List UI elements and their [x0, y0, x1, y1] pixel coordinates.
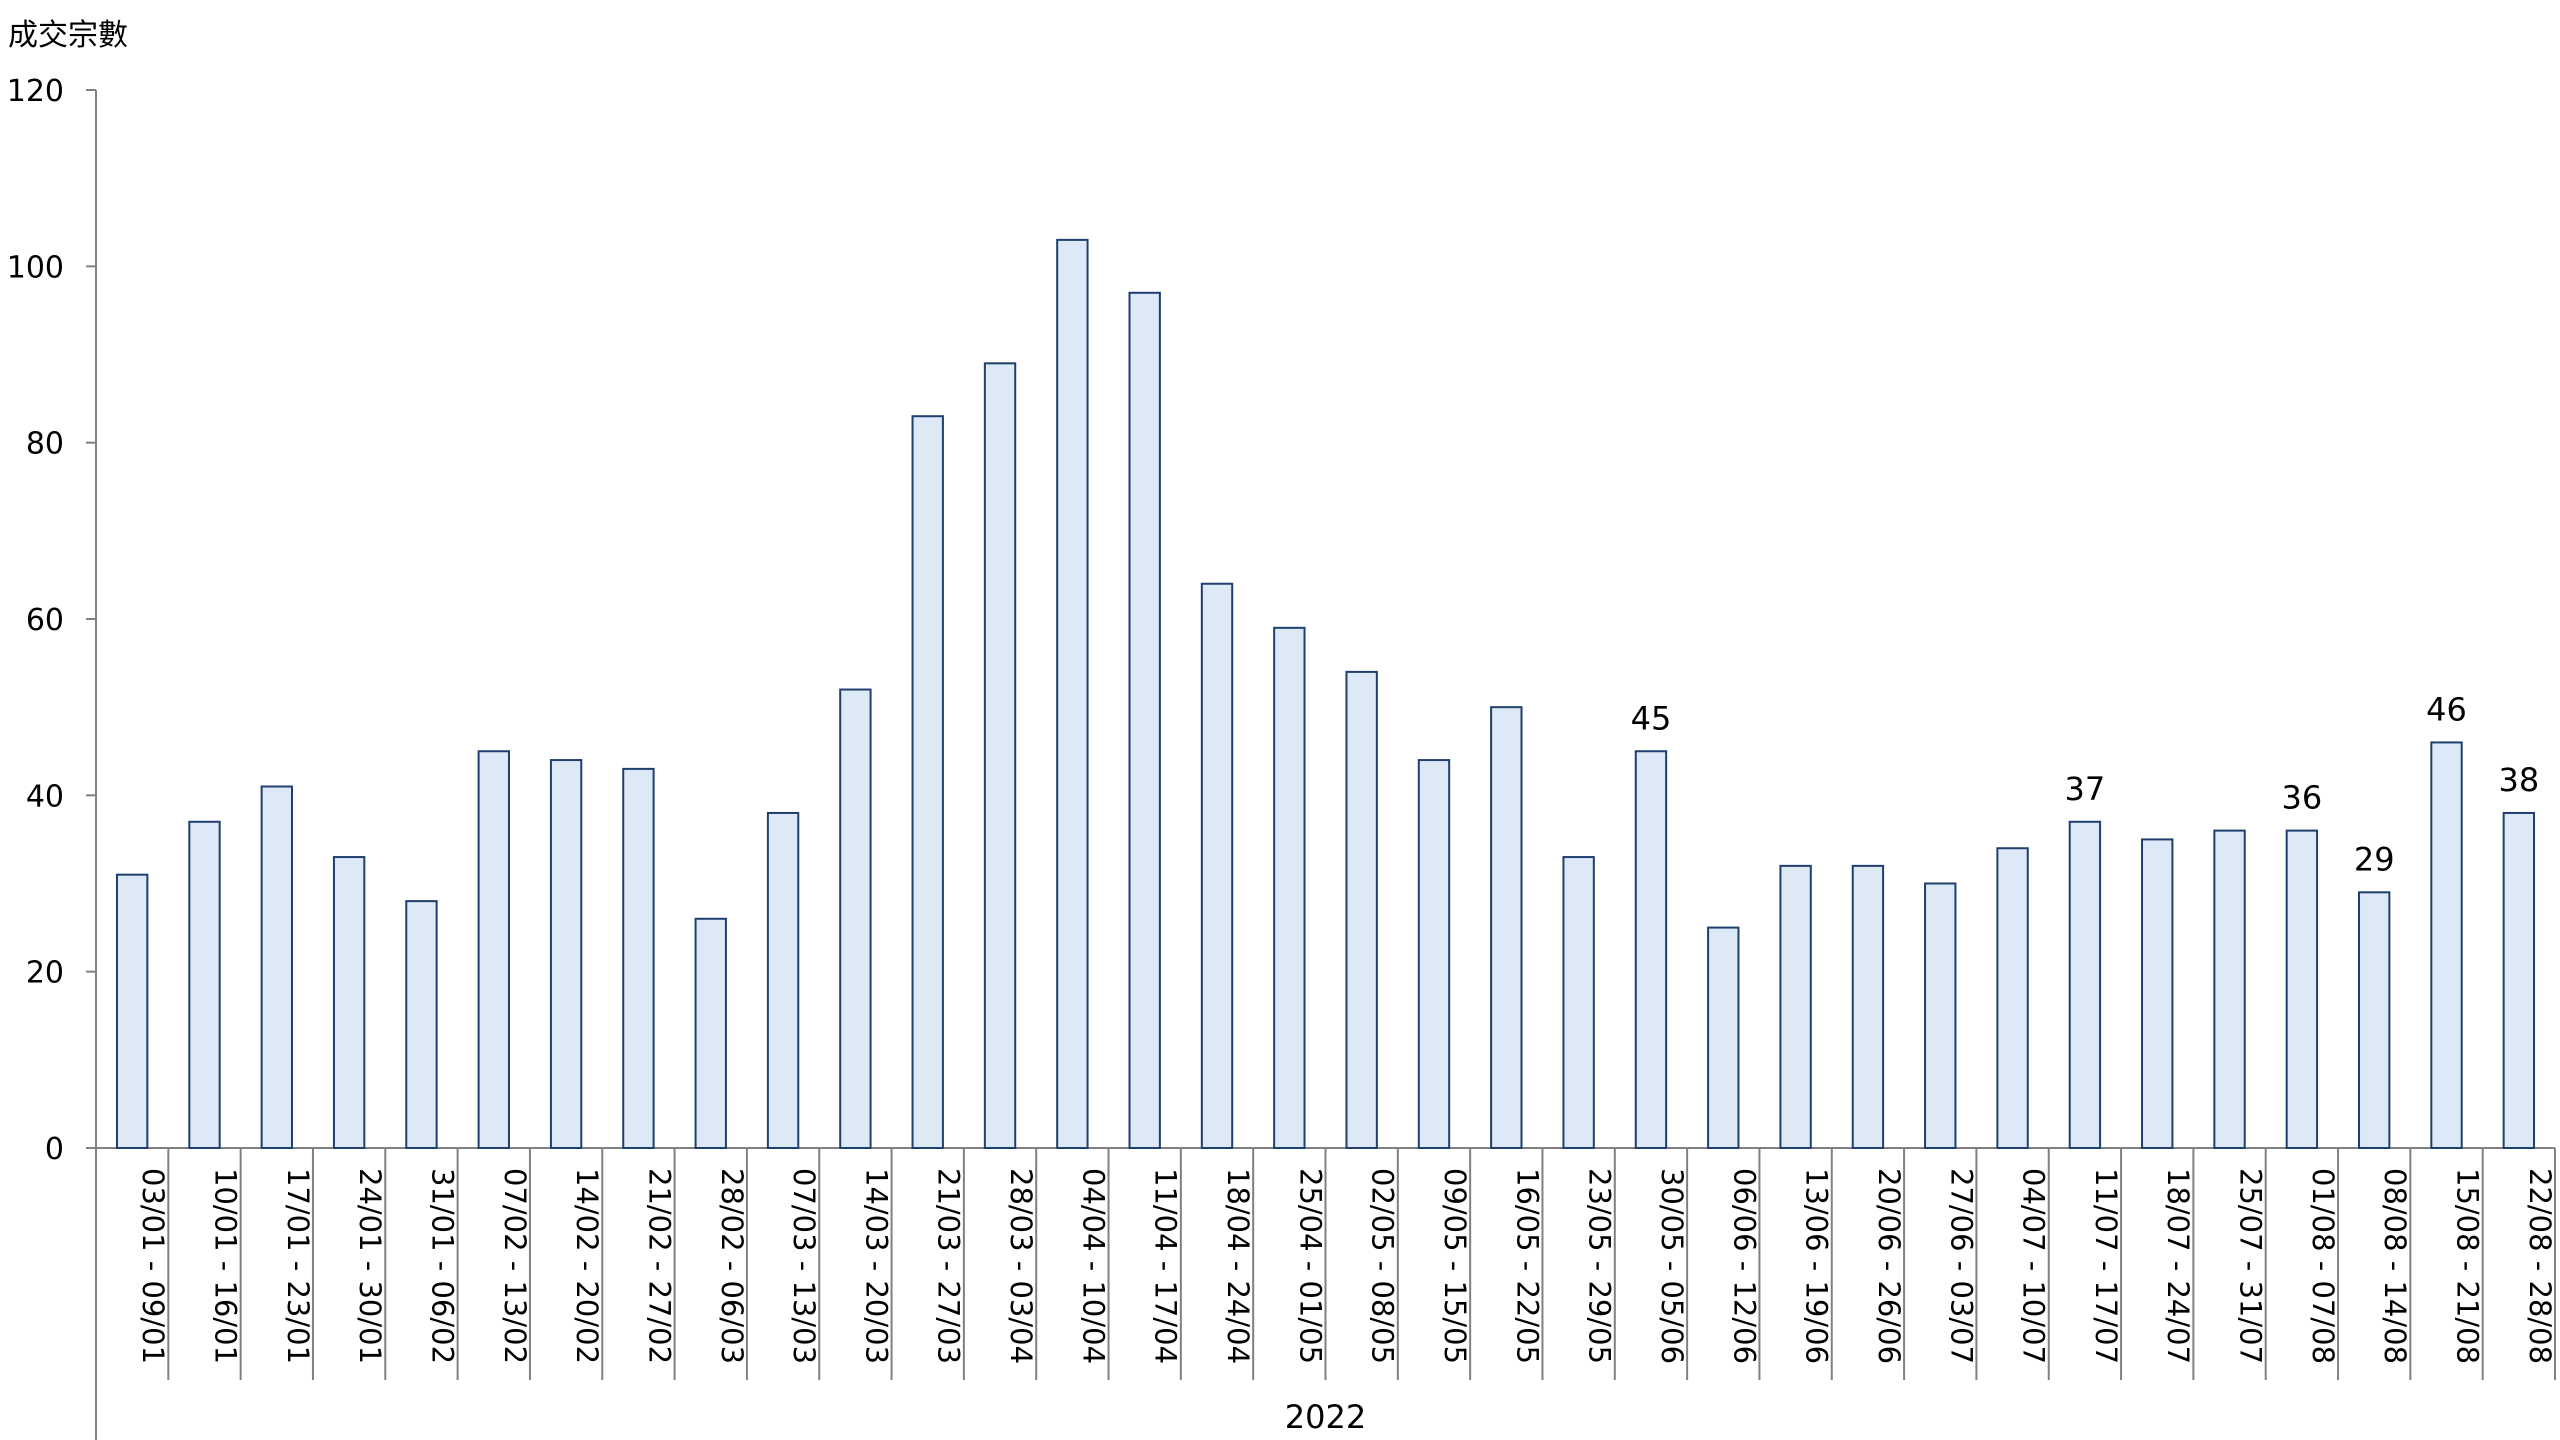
y-axis-title: 成交宗數	[8, 18, 128, 53]
x-tick-label: 28/02 - 06/03	[715, 1168, 749, 1364]
bar	[622, 767, 655, 1150]
bar	[1200, 582, 1234, 1149]
y-tick-label: 20	[26, 956, 64, 991]
x-tick-label: 21/03 - 27/03	[932, 1168, 966, 1364]
bar	[911, 415, 944, 1149]
data-label: 46	[2426, 690, 2467, 728]
data-label: 38	[2498, 761, 2539, 799]
bar	[2502, 811, 2536, 1149]
x-tick-label: 14/02 - 20/02	[570, 1168, 604, 1364]
x-tick-label: 27/06 - 03/07	[1944, 1168, 1978, 1364]
bar	[2430, 741, 2463, 1150]
y-tick-label: 40	[26, 779, 64, 814]
bar	[839, 688, 872, 1149]
bar	[1417, 759, 1451, 1149]
bar	[1128, 291, 1161, 1149]
x-tick-label: 02/05 - 08/05	[1366, 1168, 1400, 1364]
bar	[1707, 926, 1740, 1149]
bar	[188, 820, 221, 1149]
x-tick-label: 28/03 - 03/04	[1004, 1168, 1038, 1364]
chart-axes: 0 20 40 60 80 100 120	[7, 74, 2556, 1440]
x-tick-label: 07/02 - 13/02	[498, 1168, 532, 1364]
x-tick-label: 23/05 - 29/05	[1583, 1168, 1617, 1364]
y-tick-label: 100	[7, 250, 64, 285]
y-tick-label: 0	[45, 1132, 64, 1167]
x-tick-label: 06/06 - 12/06	[1727, 1168, 1761, 1364]
bar	[1490, 706, 1523, 1150]
bar	[1996, 847, 2029, 1149]
bar	[2213, 829, 2246, 1149]
chart-bars	[115, 238, 2536, 1150]
x-tick-label: 07/03 - 13/03	[787, 1168, 821, 1364]
chart-labels: 03/01 - 09/01 10/01 - 16/01 17/01 - 23/01 2…	[136, 690, 2557, 1436]
bar	[477, 750, 510, 1149]
bar	[983, 362, 1017, 1150]
x-tick-label: 01/08 - 07/08	[2306, 1168, 2340, 1364]
x-tick-label: 15/08 - 21/08	[2451, 1168, 2485, 1364]
bar	[1273, 626, 1306, 1149]
x-tick-label: 09/05 - 15/05	[1438, 1168, 1472, 1364]
x-tick-label: 20/06 - 26/06	[1872, 1168, 1906, 1364]
data-label: 29	[2354, 840, 2395, 878]
x-tick-label: 11/04 - 17/04	[1149, 1168, 1183, 1364]
x-tick-label: 14/03 - 20/03	[859, 1168, 893, 1364]
x-tick-label: 04/04 - 10/04	[1076, 1168, 1110, 1364]
x-tick-label: 13/06 - 19/06	[1800, 1168, 1834, 1364]
bar	[2068, 820, 2102, 1149]
x-tick-label: 16/05 - 22/05	[1510, 1168, 1544, 1364]
x-tick-label: 18/04 - 24/04	[1221, 1168, 1255, 1364]
x-tick-label: 11/07 - 17/07	[2089, 1168, 2123, 1364]
bar	[1634, 750, 1668, 1149]
x-tick-label: 04/07 - 10/07	[2017, 1168, 2051, 1364]
x-tick-label: 10/01 - 16/01	[208, 1168, 242, 1364]
x-tick-label: 03/01 - 09/01	[136, 1168, 170, 1364]
x-tick-label: 18/07 - 24/07	[2161, 1168, 2195, 1364]
x-tick-label: 08/08 - 14/08	[2378, 1168, 2412, 1364]
data-label: 37	[2065, 770, 2106, 808]
data-label: 45	[1631, 699, 1672, 737]
x-tick-label: 21/02 - 27/02	[642, 1168, 676, 1364]
x-tick-label: 30/05 - 05/06	[1655, 1168, 1689, 1364]
bar	[115, 873, 149, 1150]
bar	[694, 917, 727, 1149]
x-tick-label: 22/08 - 28/08	[2523, 1168, 2557, 1364]
data-label: 36	[2282, 779, 2323, 817]
bar	[1779, 864, 1812, 1149]
bar	[2358, 891, 2391, 1149]
bar	[766, 811, 800, 1149]
bar	[405, 900, 438, 1150]
x-tick-label: 31/01 - 06/02	[425, 1168, 459, 1364]
bar	[1924, 882, 1957, 1149]
bar	[332, 856, 366, 1149]
x-tick-label: 25/07 - 31/07	[2234, 1168, 2268, 1364]
bar	[2141, 838, 2174, 1150]
x-tick-label: 17/01 - 23/01	[281, 1168, 315, 1364]
bar	[1851, 864, 1885, 1149]
group-label: 2022	[1285, 1398, 1366, 1436]
bar	[1562, 856, 1595, 1149]
y-tick-label: 80	[26, 427, 64, 462]
bar	[2285, 829, 2319, 1149]
x-tick-label: 25/04 - 01/05	[1293, 1168, 1327, 1364]
bar	[1056, 238, 1089, 1149]
y-tick-label: 120	[7, 74, 64, 109]
bar	[549, 759, 583, 1149]
y-tick-label: 60	[26, 603, 64, 638]
bar	[1345, 670, 1378, 1150]
x-tick-label: 24/01 - 30/01	[353, 1168, 387, 1364]
bar	[260, 785, 293, 1149]
